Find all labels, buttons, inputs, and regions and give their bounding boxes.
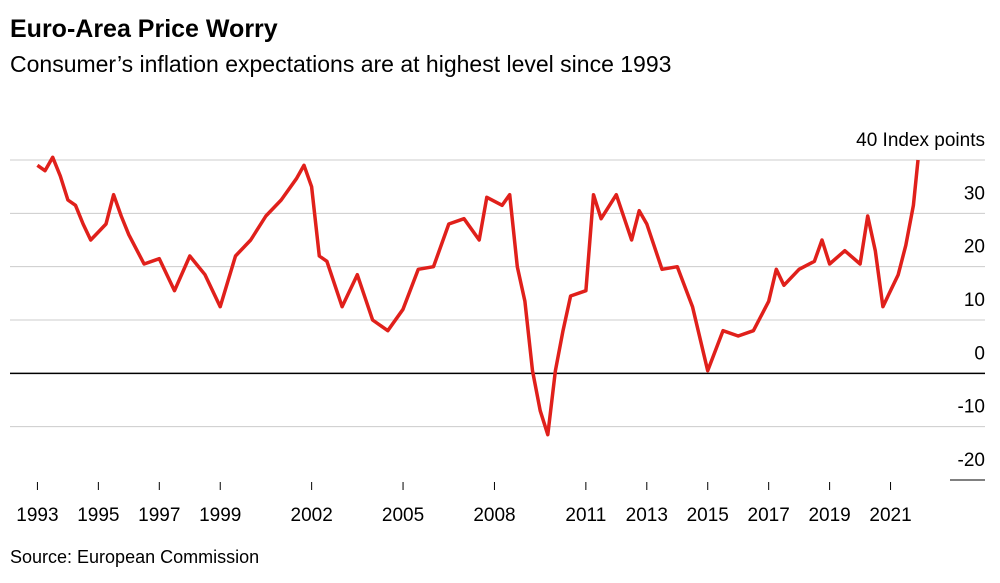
x-tick-label: 2017 <box>748 505 790 526</box>
y-tick-label: 40 Index points <box>856 130 985 151</box>
x-tick-label: 1995 <box>77 505 119 526</box>
x-tick-label: 2011 <box>565 505 606 526</box>
x-tick-label: 2013 <box>626 505 668 526</box>
x-tick-label: 1999 <box>199 505 241 526</box>
x-tick-label: 2019 <box>808 505 850 526</box>
y-tick-label: 10 <box>964 290 985 311</box>
y-tick-label: 30 <box>964 183 985 204</box>
y-tick-label: -20 <box>958 450 985 471</box>
data-line <box>36 155 920 437</box>
chart-subtitle: Consumer’s inflation expectations are at… <box>10 51 671 77</box>
y-tick-label: -10 <box>958 397 985 418</box>
source: Source: European Commission <box>10 547 259 567</box>
x-tick-label: 2008 <box>473 505 515 526</box>
x-tick-label: 2015 <box>687 505 729 526</box>
x-tick-label: 2005 <box>382 505 424 526</box>
chart-title: Euro-Area Price Worry <box>10 15 278 43</box>
x-tick-label: 2002 <box>291 505 333 526</box>
y-tick-label: 0 <box>974 343 985 364</box>
x-tick-label: 1997 <box>138 505 180 526</box>
x-tick-label: 2021 <box>869 505 911 526</box>
x-tick-label: 1993 <box>16 505 58 526</box>
y-tick-label: 20 <box>964 237 985 258</box>
